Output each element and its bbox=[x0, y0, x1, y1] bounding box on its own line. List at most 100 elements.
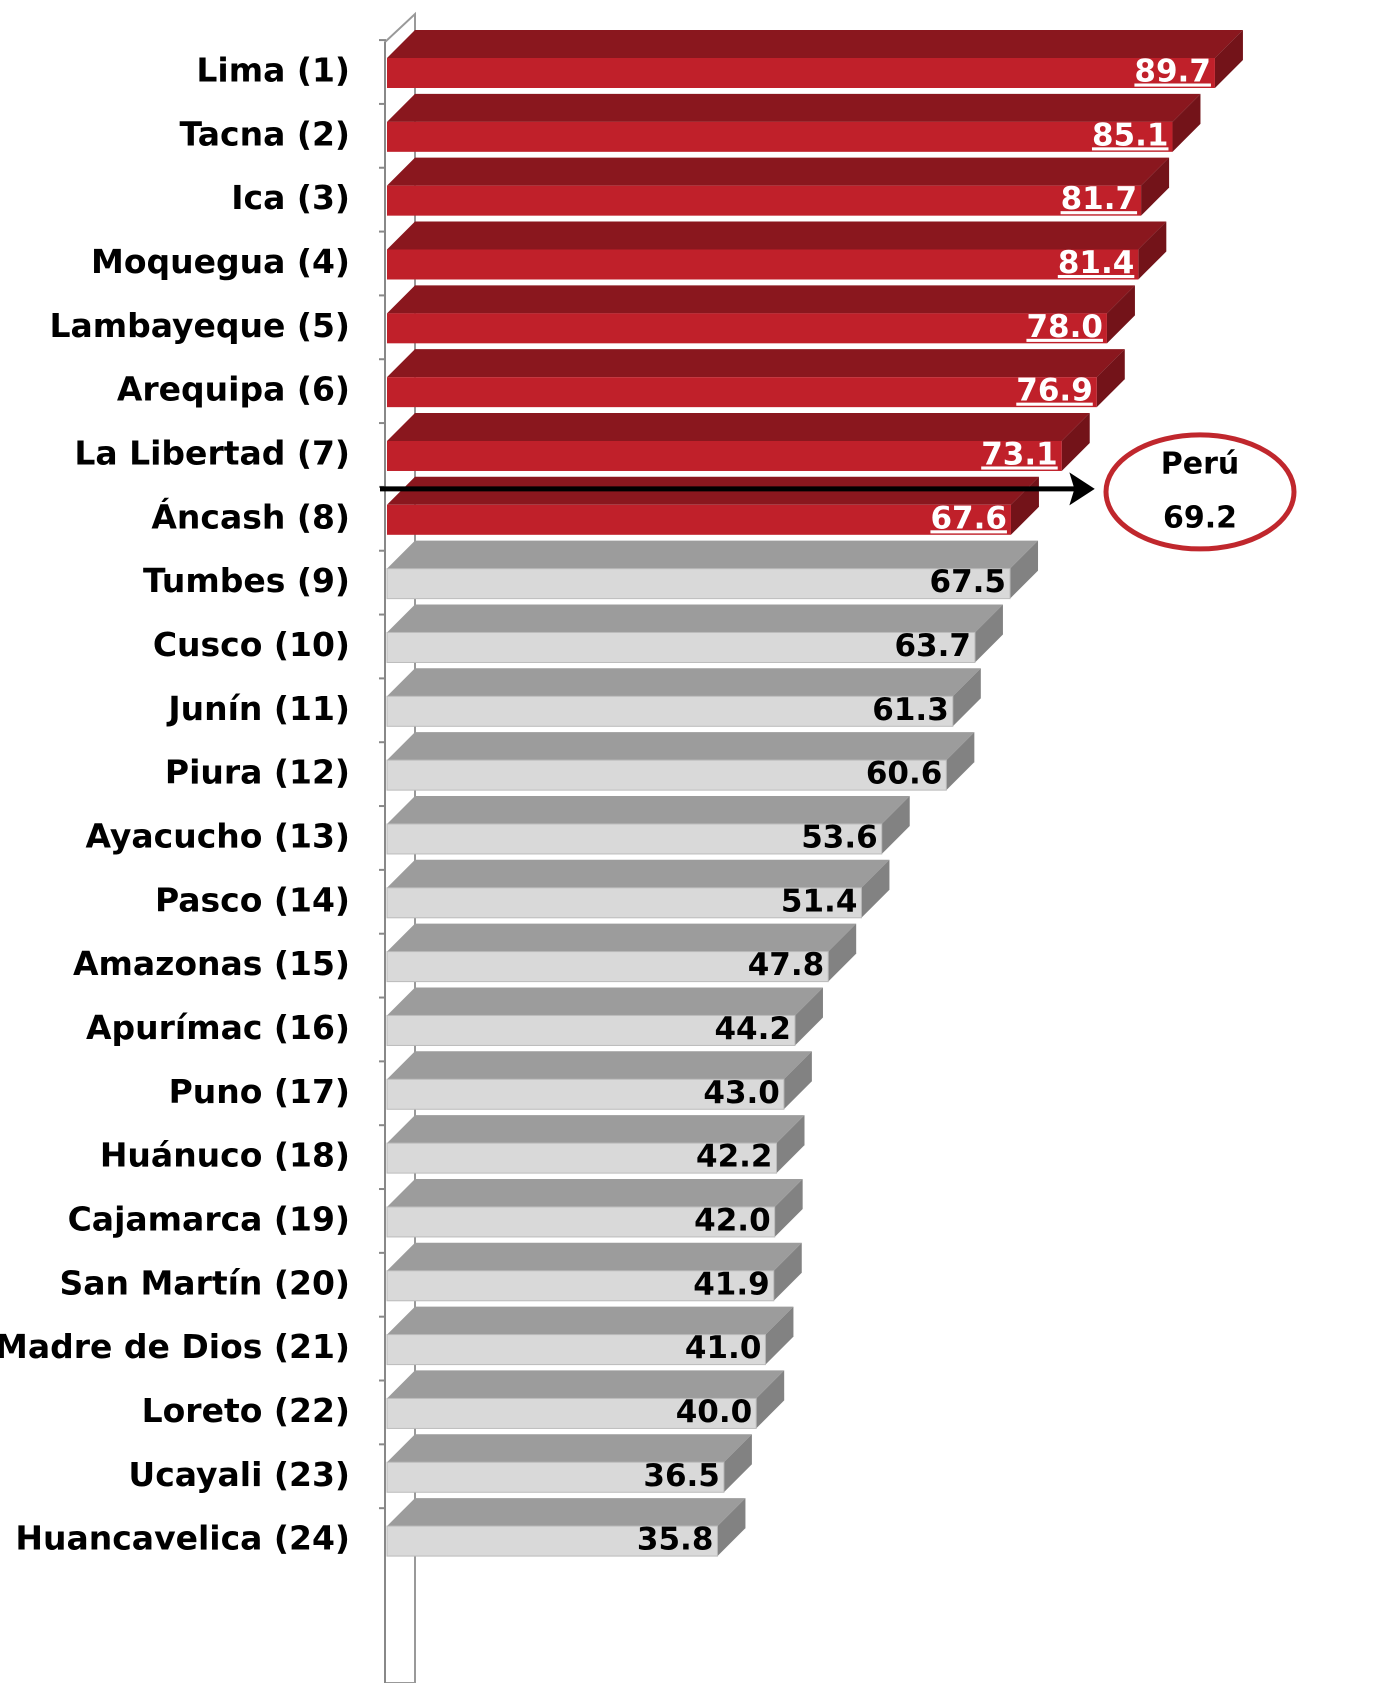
value-label: 61.3 bbox=[872, 692, 949, 728]
bar-side bbox=[776, 1115, 805, 1174]
value-label: 67.6 bbox=[930, 500, 1007, 536]
value-label: 41.0 bbox=[685, 1330, 762, 1366]
value-label: 44.2 bbox=[714, 1011, 791, 1047]
bar-side bbox=[946, 732, 975, 791]
bar-top bbox=[387, 1242, 802, 1271]
bar bbox=[386, 1525, 718, 1557]
bar-side bbox=[952, 668, 981, 727]
bar-side bbox=[1061, 412, 1090, 471]
category-label: Junín (11) bbox=[166, 689, 350, 728]
category-label: Arequipa (6) bbox=[117, 370, 350, 409]
bar-top bbox=[387, 604, 1003, 633]
bar-top bbox=[387, 1051, 812, 1080]
bar bbox=[386, 1270, 775, 1302]
bar-side bbox=[828, 923, 857, 982]
value-label: 78.0 bbox=[1026, 309, 1103, 345]
bar bbox=[386, 1078, 785, 1110]
bar bbox=[387, 58, 1215, 88]
bar bbox=[386, 1142, 778, 1174]
bar bbox=[387, 377, 1097, 408]
value-label: 41.9 bbox=[693, 1266, 770, 1302]
category-label: Tacna (2) bbox=[180, 114, 350, 153]
value-label: 76.9 bbox=[1016, 373, 1093, 409]
value-label: 35.8 bbox=[637, 1522, 714, 1558]
bar bbox=[386, 1334, 766, 1366]
bar bbox=[387, 440, 1062, 471]
category-label: Cusco (10) bbox=[153, 625, 350, 664]
value-label: 42.0 bbox=[694, 1202, 771, 1238]
bar-top bbox=[387, 285, 1135, 314]
bar-top bbox=[387, 795, 910, 824]
bar-side bbox=[1010, 540, 1039, 599]
bar bbox=[386, 568, 1011, 600]
bar-top bbox=[387, 412, 1090, 441]
bar-side bbox=[773, 1242, 802, 1301]
bar-top bbox=[387, 1178, 803, 1207]
annotation-ellipse bbox=[1103, 432, 1297, 552]
bar-side bbox=[717, 1498, 746, 1557]
bar-side bbox=[1138, 221, 1167, 280]
bar-top bbox=[387, 1434, 752, 1463]
annotation-value: 69.2 bbox=[1163, 500, 1237, 535]
bar-top bbox=[387, 30, 1243, 58]
bar-top bbox=[387, 540, 1039, 569]
bar bbox=[386, 951, 829, 983]
category-label: Ucayali (23) bbox=[128, 1455, 350, 1494]
bar-top bbox=[387, 157, 1170, 186]
category-label: Piura (12) bbox=[165, 753, 350, 792]
bar-side bbox=[1172, 93, 1201, 152]
value-label: 89.7 bbox=[1134, 54, 1211, 90]
category-label: Madre de Dios (21) bbox=[0, 1327, 350, 1366]
bar-side bbox=[1106, 285, 1135, 344]
bar bbox=[387, 121, 1173, 152]
category-label: Lambayeque (5) bbox=[49, 306, 350, 345]
annotation-label: Perú bbox=[1161, 446, 1240, 481]
category-label: Ayacucho (13) bbox=[86, 816, 351, 855]
category-label: Puno (17) bbox=[169, 1072, 350, 1111]
value-label: 63.7 bbox=[894, 628, 971, 664]
bar bbox=[387, 504, 1011, 535]
category-label: Áncash (8) bbox=[151, 496, 350, 536]
bar bbox=[387, 185, 1142, 216]
category-label: Huánuco (18) bbox=[100, 1136, 350, 1175]
bar-side bbox=[861, 859, 890, 918]
bar-top bbox=[387, 1306, 794, 1335]
bar-side bbox=[765, 1306, 794, 1365]
bar bbox=[386, 759, 947, 791]
value-label: 67.5 bbox=[930, 564, 1007, 600]
bar-top bbox=[387, 93, 1201, 122]
bar bbox=[386, 1397, 757, 1429]
value-label: 81.4 bbox=[1058, 245, 1135, 281]
value-label: 73.1 bbox=[981, 436, 1058, 472]
value-label: 51.4 bbox=[781, 883, 858, 919]
bar-side bbox=[794, 987, 823, 1046]
bar bbox=[386, 1206, 776, 1238]
value-label: 47.8 bbox=[748, 947, 825, 983]
value-label: 40.0 bbox=[676, 1394, 753, 1430]
bar bbox=[386, 695, 954, 727]
bar-top bbox=[387, 221, 1167, 250]
bar-side bbox=[774, 1178, 803, 1237]
value-label: 43.0 bbox=[703, 1075, 780, 1111]
bar-side bbox=[1141, 157, 1170, 216]
bar bbox=[386, 1014, 796, 1046]
category-label: Pasco (14) bbox=[155, 880, 350, 919]
bar-side bbox=[881, 795, 910, 854]
bar-top bbox=[387, 923, 857, 952]
bar-side bbox=[1214, 30, 1243, 88]
bar-top bbox=[387, 987, 823, 1016]
bar-side bbox=[974, 604, 1003, 663]
category-label: Tumbes (9) bbox=[143, 561, 350, 600]
category-label: Apurímac (16) bbox=[86, 1008, 350, 1047]
bar-side bbox=[1096, 349, 1125, 408]
bar bbox=[386, 887, 862, 919]
category-label: Huancavelica (24) bbox=[15, 1519, 350, 1558]
category-label: Loreto (22) bbox=[142, 1391, 350, 1430]
category-label: Moquegua (4) bbox=[91, 242, 350, 281]
bar-top bbox=[387, 859, 890, 888]
bar bbox=[386, 631, 976, 663]
arrow-head bbox=[1069, 472, 1095, 506]
bar bbox=[387, 313, 1107, 344]
category-label: San Martín (20) bbox=[59, 1263, 350, 1302]
